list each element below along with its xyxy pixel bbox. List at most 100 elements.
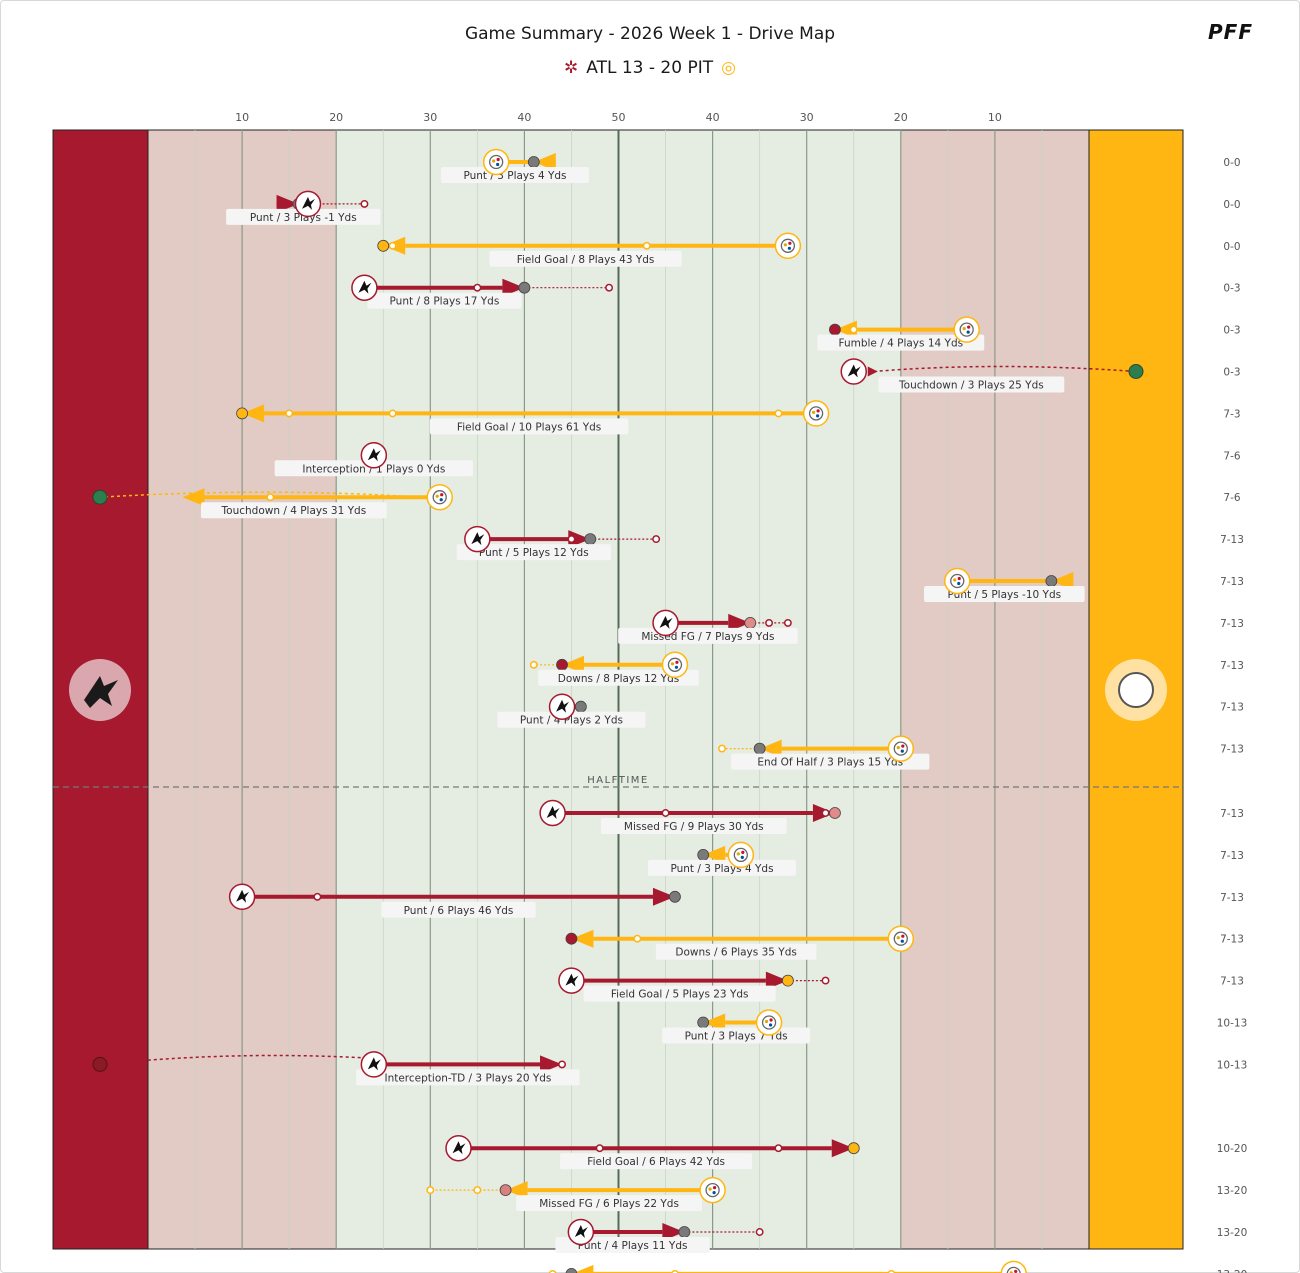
steelers-icon: [802, 400, 830, 427]
drive-label: Punt / 6 Plays 46 Yds: [404, 905, 514, 917]
play-marker: [388, 241, 397, 250]
drive-label-bg: [497, 711, 646, 728]
drive-label-bg: [226, 208, 381, 225]
steelers-icon: [1000, 1260, 1027, 1273]
steelers-icon: [1118, 672, 1154, 708]
drive-label-bg: [655, 943, 817, 960]
drive-end-marker: [753, 742, 766, 755]
drive-label: Punt / 3 Plays 4 Yds: [670, 863, 773, 875]
drive-score: 7-13: [1220, 576, 1244, 588]
steelers-icon: ◎: [721, 58, 736, 78]
steelers-icon: [426, 483, 453, 511]
drive-end-marker: [236, 407, 249, 420]
drive-arrow: [867, 366, 878, 377]
steelers-icon: [755, 1009, 783, 1036]
play-marker: [567, 535, 576, 544]
play-marker: [285, 409, 294, 418]
play-marker: [671, 1269, 679, 1273]
drive-score: 0-0: [1223, 241, 1240, 253]
drive-label: Missed FG / 6 Plays 22 Yds: [539, 1198, 679, 1210]
drive-score: 0-3: [1223, 283, 1240, 295]
play-marker: [558, 1060, 566, 1069]
drive-label: Fumble / 4 Plays 14 Yds: [839, 338, 964, 350]
drive-arrow: [505, 1181, 528, 1200]
drive-score: 10-13: [1217, 1059, 1248, 1071]
drive-arrow: [540, 1055, 563, 1074]
penalty-marker: [426, 1186, 435, 1195]
drive-label-bg: [456, 544, 611, 561]
drive-score: 7-13: [1220, 702, 1244, 714]
drive-row: Punt / 6 Plays 46 Yds 7-13: [242, 887, 1244, 918]
falcon-icon: [360, 442, 388, 469]
pick-six-marker: [92, 1056, 108, 1072]
drive-end-marker: [697, 849, 710, 861]
falcon-icon: [84, 676, 118, 708]
drive-label: Touchdown / 4 Plays 31 Yds: [221, 505, 367, 517]
drive-score: 13-20: [1217, 1185, 1248, 1197]
play-marker: [388, 409, 397, 418]
touchdown-marker: [92, 489, 108, 505]
drive-score: 7-3: [1223, 408, 1240, 420]
drive-label-bg: [731, 753, 930, 770]
drive-row: Punt / 3 Plays 4 Yds 0-0: [440, 153, 1241, 183]
penalty-marker: [718, 744, 726, 753]
drive-label-bg: [583, 985, 776, 1002]
drive-score: 7-13: [1220, 744, 1244, 756]
drive-arrow: [728, 613, 751, 632]
drive-label: Field Goal / 8 Plays 43 Yds: [517, 254, 655, 266]
drive-label-bg: [600, 818, 787, 834]
drive-row: End Of Half / 3 Plays 15 Yds 7-13: [718, 739, 1244, 770]
drive-label: Missed FG / 9 Plays 30 Yds: [624, 821, 764, 833]
touchdown-marker: [1128, 364, 1144, 379]
drive-score: 10-13: [1217, 1018, 1248, 1030]
penalty-marker: [529, 660, 538, 669]
drive-label: Field Goal / 10 Plays 61 Yds: [457, 421, 601, 433]
drive-score: 0-0: [1223, 199, 1240, 211]
drive-label: Punt / 3 Plays -1 Yds: [250, 212, 357, 224]
drive-label: Punt / 8 Plays 17 Yds: [390, 296, 500, 308]
steelers-icon: [727, 841, 755, 869]
drive-score: 0-3: [1223, 325, 1240, 337]
drive-row: Field Goal / 5 Plays 23 Yds 7-13: [571, 971, 1244, 1002]
drive-row: Interception-TD / 3 Plays 20 Yds 10-13: [92, 1054, 1248, 1086]
steelers-icon: [944, 567, 971, 595]
drive-score: 7-13: [1220, 934, 1244, 946]
drive-row: Punt / 8 Plays 17 Yds 0-3: [364, 278, 1241, 309]
x-tick-label: 40: [517, 111, 531, 124]
drive-arrow: [242, 404, 265, 423]
drive-end-marker: [518, 281, 531, 294]
x-tick-label: 30: [423, 111, 437, 124]
penalty-marker: [652, 535, 661, 544]
falcon-icon: [360, 1051, 388, 1078]
drive-label: Field Goal / 5 Plays 23 Yds: [611, 989, 749, 1001]
drive-label-bg: [648, 859, 797, 876]
drive-end-marker: [847, 1142, 860, 1155]
drive-row: Downs / 6 Plays 35 Yds 7-13: [565, 929, 1244, 960]
drive-label-bg: [381, 901, 536, 918]
drive-label-bg: [440, 167, 589, 183]
drive-end-marker: [565, 1268, 578, 1273]
drive-row: Touchdown / 4 Plays 31 Yds 7-6: [92, 488, 1241, 519]
play-marker: [642, 241, 651, 250]
play-marker: [661, 809, 670, 817]
drive-row: Field Goal / 8 Plays 43 Yds 0-0: [377, 236, 1241, 267]
x-tick-label: 50: [612, 111, 626, 124]
penalty-marker: [548, 1269, 557, 1273]
steelers-icon: [482, 148, 510, 176]
play-marker: [266, 493, 275, 502]
drive-label-bg: [367, 292, 522, 309]
falcon-icon: [567, 1218, 595, 1246]
pff-logo: PFF: [1208, 20, 1253, 44]
drive-arrow: [502, 278, 525, 297]
steelers-icon: [699, 1176, 726, 1204]
drive-label-bg: [878, 376, 1065, 393]
drive-end-marker: [565, 932, 578, 945]
drive-arrow: [703, 845, 726, 864]
drive-label-bg: [516, 1195, 702, 1212]
drive-score: 7-6: [1223, 450, 1240, 462]
drive-score: 0-0: [1223, 157, 1240, 169]
x-tick-label: 10: [988, 111, 1002, 124]
falcon-icon: [445, 1134, 472, 1162]
falcon-icon: [228, 883, 256, 911]
